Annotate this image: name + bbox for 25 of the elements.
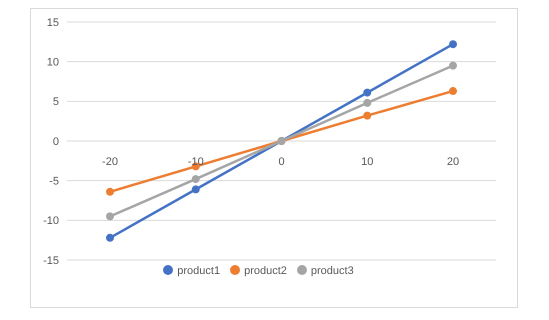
y-tick-label: 5 [52,96,59,108]
point [449,62,457,70]
point [106,212,114,220]
point [449,40,457,48]
point [106,234,114,242]
y-tick-label: -10 [43,215,59,228]
x-tick-label: -20 [102,156,118,168]
legend-label: product2 [244,265,287,277]
point [192,175,200,184]
point [106,188,114,196]
point [449,87,457,96]
legend-label: product3 [310,265,354,277]
point [192,185,200,194]
y-tick-label: -5 [49,176,59,188]
x-tick-label: 20 [446,156,460,168]
y-tick-label: 10 [46,56,59,69]
x-tick-label: 0 [278,156,285,168]
point [363,112,372,120]
y-tick-label: 15 [46,16,59,29]
x-tick-label: 10 [361,156,374,168]
legend-label: product1 [177,265,220,277]
point [363,98,372,107]
y-tick-label: 0 [52,136,59,148]
point [363,88,372,97]
y-tick-label: -15 [43,254,59,267]
